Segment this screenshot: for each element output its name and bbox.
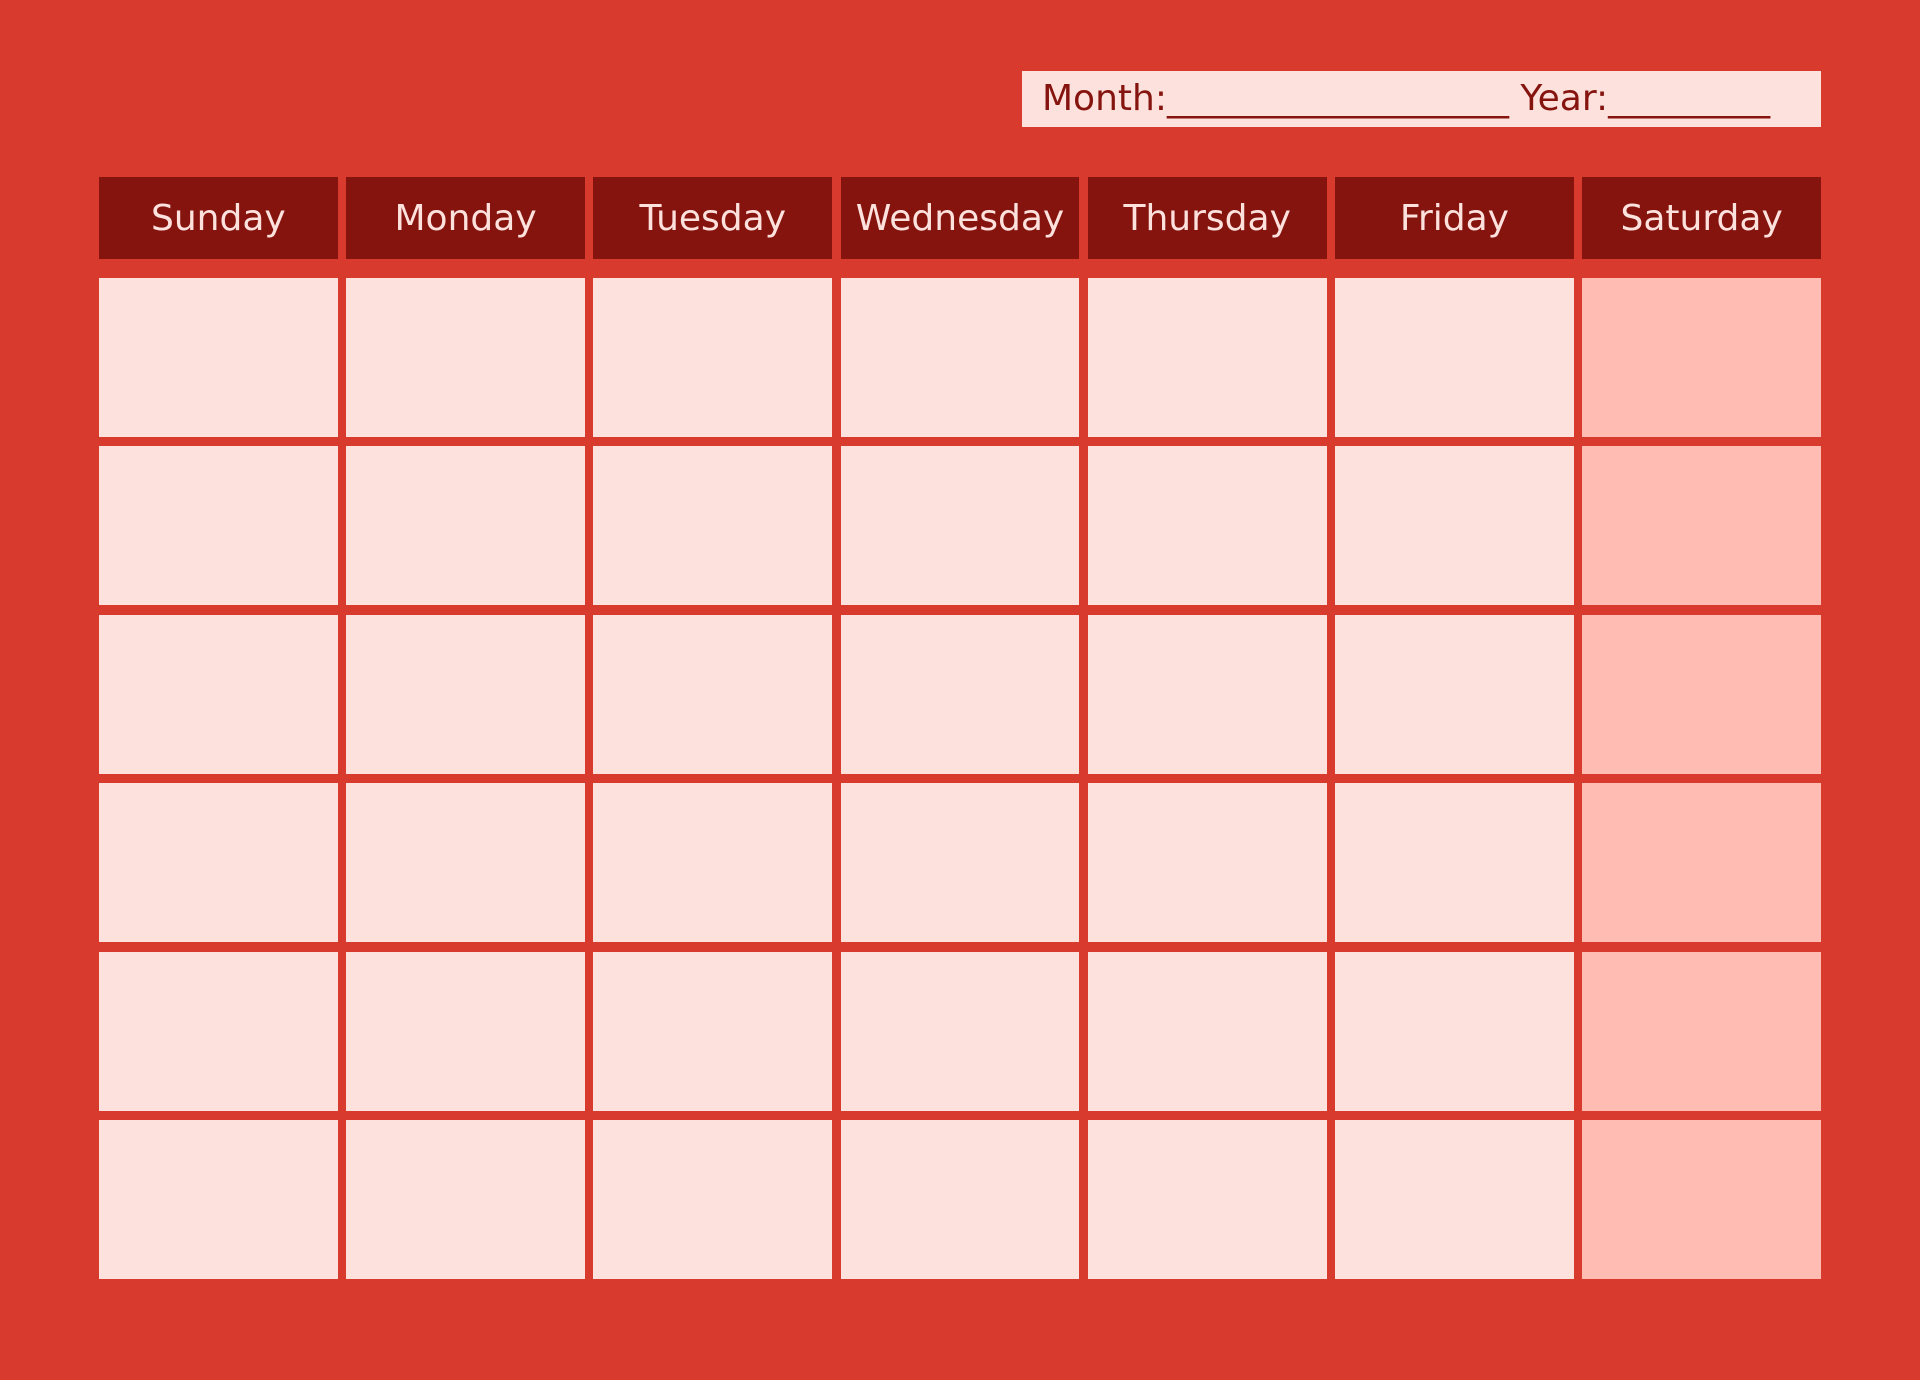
day-header-saturday: Saturday — [1582, 177, 1821, 259]
day-cell[interactable] — [1582, 1119, 1821, 1279]
weekday-header-row: Sunday Monday Tuesday Wednesday Thursday… — [99, 177, 1821, 259]
day-cell[interactable] — [593, 783, 833, 943]
month-field[interactable]: ___________________ — [1166, 78, 1509, 119]
day-cell[interactable] — [840, 783, 1080, 943]
day-cell[interactable] — [1335, 446, 1574, 606]
year-label: Year: — [1520, 78, 1609, 119]
day-header-monday: Monday — [346, 177, 585, 259]
day-cell[interactable] — [593, 1119, 833, 1279]
day-cell[interactable] — [1335, 1119, 1574, 1279]
day-cell[interactable] — [840, 614, 1080, 774]
day-header-sunday: Sunday — [99, 177, 338, 259]
day-cell[interactable] — [840, 951, 1080, 1111]
day-cell[interactable] — [593, 614, 833, 774]
year-field[interactable]: _________ — [1608, 78, 1771, 119]
day-cell[interactable] — [99, 951, 338, 1111]
day-cell[interactable] — [840, 1119, 1080, 1279]
day-cell[interactable] — [1582, 614, 1821, 774]
day-cell[interactable] — [346, 614, 585, 774]
day-cell[interactable] — [346, 783, 585, 943]
day-cell[interactable] — [1087, 1119, 1327, 1279]
day-header-thursday: Thursday — [1087, 177, 1327, 259]
day-cell[interactable] — [1582, 951, 1821, 1111]
day-cell[interactable] — [1582, 783, 1821, 943]
day-cell[interactable] — [1582, 446, 1821, 606]
day-cell[interactable] — [1335, 783, 1574, 943]
day-cell[interactable] — [346, 278, 585, 437]
calendar-grid — [99, 278, 1821, 1279]
day-cell[interactable] — [840, 278, 1080, 437]
day-cell[interactable] — [1087, 614, 1327, 774]
day-cell[interactable] — [593, 278, 833, 437]
month-year-box: Month:___________________ Year:_________ — [1022, 71, 1821, 127]
day-cell[interactable] — [1335, 614, 1574, 774]
day-cell[interactable] — [346, 446, 585, 606]
day-cell[interactable] — [99, 278, 338, 437]
day-cell[interactable] — [99, 783, 338, 943]
day-cell[interactable] — [840, 446, 1080, 606]
day-cell[interactable] — [1582, 278, 1821, 437]
month-label: Month: — [1042, 78, 1167, 119]
day-cell[interactable] — [1087, 951, 1327, 1111]
day-cell[interactable] — [1087, 278, 1327, 437]
day-header-tuesday: Tuesday — [593, 177, 833, 259]
day-header-friday: Friday — [1335, 177, 1574, 259]
day-cell[interactable] — [1087, 446, 1327, 606]
day-cell[interactable] — [346, 1119, 585, 1279]
day-cell[interactable] — [346, 951, 585, 1111]
day-cell[interactable] — [1335, 278, 1574, 437]
day-cell[interactable] — [99, 1119, 338, 1279]
day-cell[interactable] — [99, 614, 338, 774]
day-header-wednesday: Wednesday — [840, 177, 1080, 259]
day-cell[interactable] — [99, 446, 338, 606]
day-cell[interactable] — [1087, 783, 1327, 943]
day-cell[interactable] — [593, 951, 833, 1111]
day-cell[interactable] — [1335, 951, 1574, 1111]
day-cell[interactable] — [593, 446, 833, 606]
